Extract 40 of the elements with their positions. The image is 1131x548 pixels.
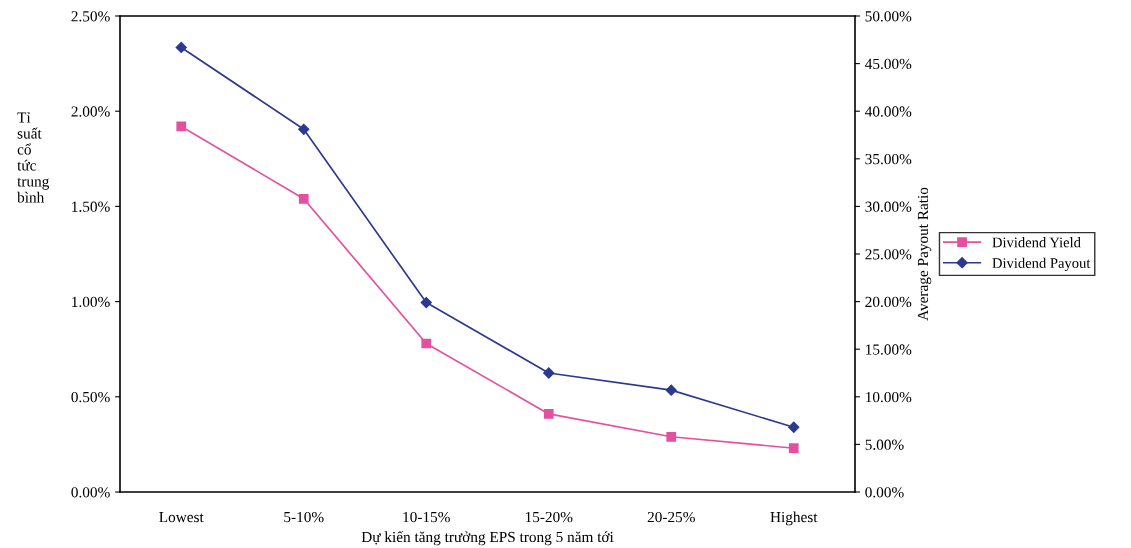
point	[788, 421, 800, 433]
y-axis-title: Tỉ suất cổ tức trung bình	[17, 112, 50, 203]
point	[298, 123, 310, 135]
x-tick-label: 15-20%	[525, 511, 573, 523]
y2-tick-label: 20.00%	[865, 296, 912, 308]
x-axis-title: Dự kiến tăng trưởng EPS trong 5 năm tới	[361, 530, 614, 546]
point	[543, 367, 555, 379]
legend-label: Dividend Payout	[992, 257, 1091, 271]
y2-axis-title: Average Payout Ratio	[917, 187, 932, 321]
y-tick-label: 2.50%	[71, 11, 110, 22]
point	[176, 121, 187, 132]
y2-tick-label: 15.00%	[866, 344, 912, 355]
point	[175, 41, 187, 54]
y2-tick-label: 30.00%	[865, 201, 912, 212]
y2-tick-label: 5.00%	[865, 439, 904, 450]
point	[666, 431, 677, 442]
y2-tick-label: 40.00%	[865, 106, 912, 117]
y-tick-label: 0.00%	[71, 487, 110, 498]
point	[298, 193, 309, 204]
x-tick-label: Highest	[770, 511, 818, 526]
x-tick-label: 5-10%	[284, 511, 324, 523]
y2-tick-label: 0.00%	[865, 487, 904, 498]
y2-tick-label: 35.00%	[865, 153, 912, 165]
x-tick-label: 10-15%	[403, 511, 450, 523]
y-tick-label: 2.00%	[71, 106, 110, 117]
y-tick-label: 1.00%	[72, 296, 110, 308]
point	[543, 409, 554, 419]
point	[665, 384, 677, 396]
y2-tick-label: 10.00%	[866, 391, 912, 403]
y2-tick-label: 50.00%	[865, 11, 912, 22]
x-tick-label: Lowest	[159, 512, 204, 523]
y2-tick-label: 25.00%	[865, 249, 912, 260]
point	[788, 443, 799, 454]
y-tick-label: 1.50%	[72, 201, 110, 212]
y2-tick-label: 45.00%	[865, 58, 912, 70]
y-tick-label: 0.50%	[71, 391, 110, 403]
point	[421, 338, 432, 349]
point	[420, 296, 432, 309]
legend-label: Dividend Yield	[992, 237, 1081, 248]
x-tick-label: 20-25%	[647, 511, 695, 523]
